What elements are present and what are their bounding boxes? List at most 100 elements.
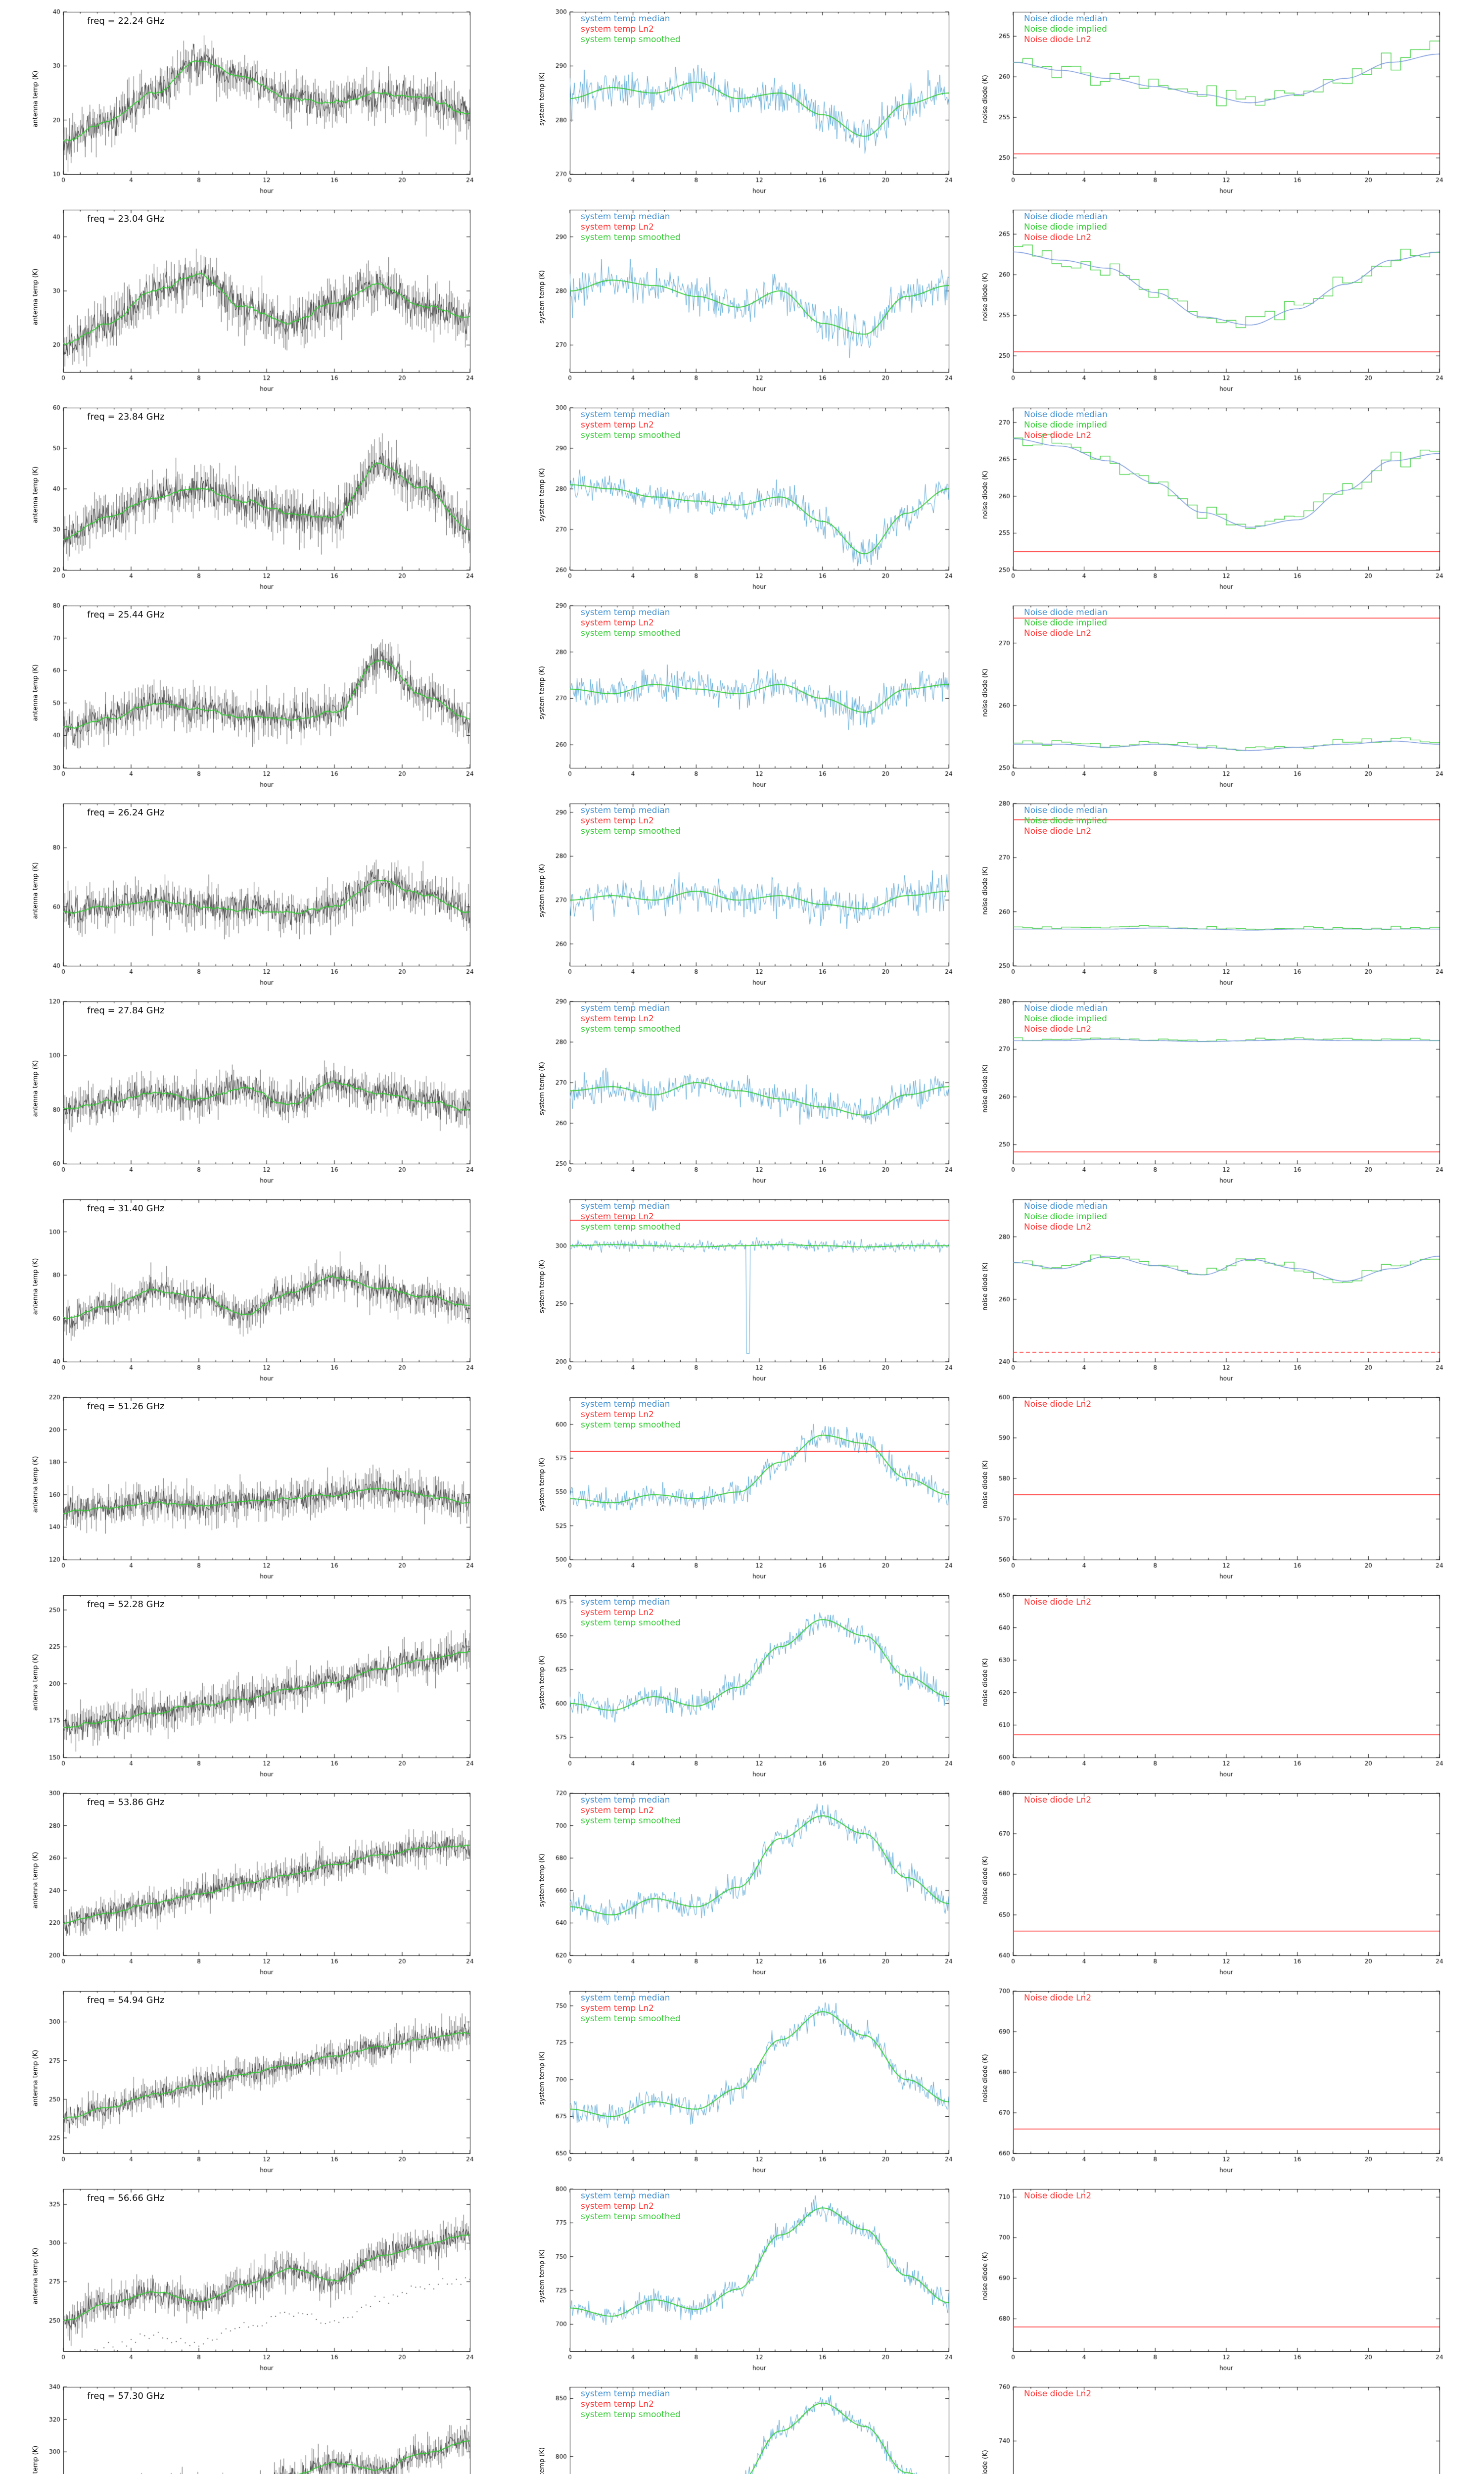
system-temp-legend: system temp median system temp Ln2 system …	[581, 1795, 681, 1826]
noise-diode-canvas	[978, 1, 1444, 197]
noise-diode-canvas	[978, 397, 1444, 593]
system-temp-legend: system temp median system temp Ln2 system …	[581, 806, 681, 837]
legend-item: Noise diode Ln2	[1024, 430, 1092, 440]
noise-diode-panel: Noise diode median Noise diode implied Noi…	[978, 199, 1444, 395]
antenna-temp-canvas	[29, 397, 475, 593]
noise-diode-legend: Noise diode median Noise diode implied Noi…	[1024, 212, 1108, 243]
system-temp-canvas	[535, 2178, 954, 2374]
legend-item: Noise diode implied	[1024, 816, 1107, 826]
antenna-temp-ylabel: antenna temp (K)	[32, 2445, 40, 2474]
channel-row: freq = 31.40 GHz antenna temp (K) system…	[0, 1188, 1484, 1385]
system-temp-ylabel: system temp (K)	[538, 2447, 546, 2474]
system-temp-canvas	[535, 595, 954, 791]
system-temp-panel: system temp median system temp Ln2 system …	[535, 1782, 954, 1978]
system-temp-legend: system temp median system temp Ln2 system …	[581, 608, 681, 639]
noise-diode-ylabel: noise diode (K)	[981, 668, 989, 717]
noise-diode-panel: Noise diode median Noise diode implied Noi…	[978, 1, 1444, 197]
legend-item: system temp smoothed	[581, 233, 681, 242]
noise-diode-ylabel: noise diode (K)	[981, 273, 989, 321]
legend-item: system temp median	[581, 2389, 670, 2399]
noise-diode-canvas	[978, 2178, 1444, 2374]
freq-label: freq = 31.40 GHz	[87, 1203, 165, 1214]
antenna-temp-panel: freq = 54.94 GHz antenna temp (K)	[29, 1980, 475, 2176]
antenna-temp-ylabel: antenna temp (K)	[32, 268, 40, 326]
channel-row: freq = 27.84 GHz antenna temp (K) system…	[0, 990, 1484, 1188]
antenna-temp-panel: freq = 57.30 GHz antenna temp (K)	[29, 2376, 475, 2474]
legend-item: Noise diode Ln2	[1024, 2191, 1092, 2201]
antenna-temp-canvas	[29, 199, 475, 395]
antenna-temp-panel: freq = 31.40 GHz antenna temp (K)	[29, 1189, 475, 1384]
legend-item: Noise diode median	[1024, 212, 1108, 222]
channel-row: freq = 25.44 GHz antenna temp (K) system…	[0, 594, 1484, 792]
legend-item: system temp median	[581, 1003, 670, 1013]
legend-item: Noise diode implied	[1024, 24, 1107, 34]
legend-item: Noise diode Ln2	[1024, 826, 1092, 836]
system-temp-ylabel: system temp (K)	[538, 2249, 546, 2303]
noise-diode-legend: Noise diode Ln2	[1024, 1597, 1091, 1608]
freq-label: freq = 56.66 GHz	[87, 2193, 165, 2203]
antenna-temp-panel: freq = 52.28 GHz antenna temp (K)	[29, 1584, 475, 1780]
noise-diode-canvas	[978, 1584, 1444, 1780]
legend-item: system temp Ln2	[581, 1410, 654, 1420]
antenna-temp-ylabel: antenna temp (K)	[32, 1258, 40, 1315]
antenna-temp-panel: freq = 53.86 GHz antenna temp (K)	[29, 1782, 475, 1978]
noise-diode-canvas	[978, 2376, 1444, 2474]
legend-item: Noise diode Ln2	[1024, 1024, 1092, 1034]
system-temp-legend: system temp median system temp Ln2 system …	[581, 1993, 681, 2024]
noise-diode-ylabel: noise diode (K)	[981, 1262, 989, 1311]
freq-label: freq = 51.26 GHz	[87, 1401, 165, 1412]
system-temp-canvas	[535, 991, 954, 1187]
system-temp-canvas	[535, 1, 954, 197]
system-temp-ylabel: system temp (K)	[538, 2051, 546, 2105]
system-temp-panel: system temp median system temp Ln2 system …	[535, 199, 954, 395]
legend-item: Noise diode implied	[1024, 1212, 1107, 1222]
antenna-temp-ylabel: antenna temp (K)	[32, 1852, 40, 1909]
system-temp-canvas	[535, 397, 954, 593]
noise-diode-canvas	[978, 199, 1444, 395]
legend-item: system temp smoothed	[581, 2014, 681, 2024]
noise-diode-ylabel: noise diode (K)	[981, 2450, 989, 2474]
system-temp-legend: system temp median system temp Ln2 system …	[581, 1003, 681, 1035]
legend-item: system temp smoothed	[581, 2410, 681, 2420]
noise-diode-legend: Noise diode Ln2	[1024, 1399, 1091, 1410]
noise-diode-panel: Noise diode Ln2 noise diode (K)	[978, 1386, 1444, 1582]
channel-row: freq = 26.24 GHz antenna temp (K) system…	[0, 792, 1484, 990]
legend-item: system temp Ln2	[581, 2201, 654, 2211]
noise-diode-panel: Noise diode Ln2 noise diode (K)	[978, 2178, 1444, 2374]
legend-item: Noise diode Ln2	[1024, 35, 1092, 45]
noise-diode-ylabel: noise diode (K)	[981, 1460, 989, 1509]
legend-item: Noise diode Ln2	[1024, 1795, 1092, 1805]
freq-label: freq = 57.30 GHz	[87, 2391, 165, 2401]
system-temp-panel: system temp median system temp Ln2 system …	[535, 1189, 954, 1384]
antenna-temp-ylabel: antenna temp (K)	[32, 1654, 40, 1711]
legend-item: Noise diode Ln2	[1024, 628, 1092, 638]
antenna-temp-panel: freq = 51.26 GHz antenna temp (K)	[29, 1386, 475, 1582]
noise-diode-legend: Noise diode median Noise diode implied Noi…	[1024, 806, 1108, 837]
noise-diode-canvas	[978, 793, 1444, 989]
system-temp-panel: system temp median system temp Ln2 system …	[535, 397, 954, 593]
legend-item: Noise diode median	[1024, 608, 1108, 618]
antenna-temp-canvas	[29, 1980, 475, 2176]
channel-row: freq = 22.24 GHz antenna temp (K) system…	[0, 0, 1484, 198]
antenna-temp-canvas	[29, 1584, 475, 1780]
system-temp-legend: system temp median system temp Ln2 system …	[581, 14, 681, 45]
system-temp-panel: system temp median system temp Ln2 system …	[535, 793, 954, 989]
antenna-temp-canvas	[29, 595, 475, 791]
system-temp-legend: system temp median system temp Ln2 system …	[581, 2389, 681, 2420]
noise-diode-ylabel: noise diode (K)	[981, 1064, 989, 1113]
antenna-temp-canvas	[29, 1386, 475, 1582]
legend-item: Noise diode median	[1024, 1201, 1108, 1211]
antenna-temp-canvas	[29, 2178, 475, 2374]
channel-row: freq = 23.84 GHz antenna temp (K) system…	[0, 396, 1484, 594]
antenna-temp-canvas	[29, 1189, 475, 1384]
system-temp-panel: system temp median system temp Ln2 system …	[535, 991, 954, 1187]
legend-item: system temp Ln2	[581, 1014, 654, 1024]
system-temp-panel: system temp median system temp Ln2 system …	[535, 1980, 954, 2176]
freq-label: freq = 27.84 GHz	[87, 1005, 165, 1016]
antenna-temp-panel: freq = 23.84 GHz antenna temp (K)	[29, 397, 475, 593]
noise-diode-panel: Noise diode Ln2 noise diode (K)	[978, 1584, 1444, 1780]
system-temp-ylabel: system temp (K)	[538, 1062, 546, 1115]
system-temp-panel: system temp median system temp Ln2 system …	[535, 595, 954, 791]
noise-diode-legend: Noise diode Ln2	[1024, 2191, 1091, 2201]
noise-diode-panel: Noise diode median Noise diode implied Noi…	[978, 991, 1444, 1187]
